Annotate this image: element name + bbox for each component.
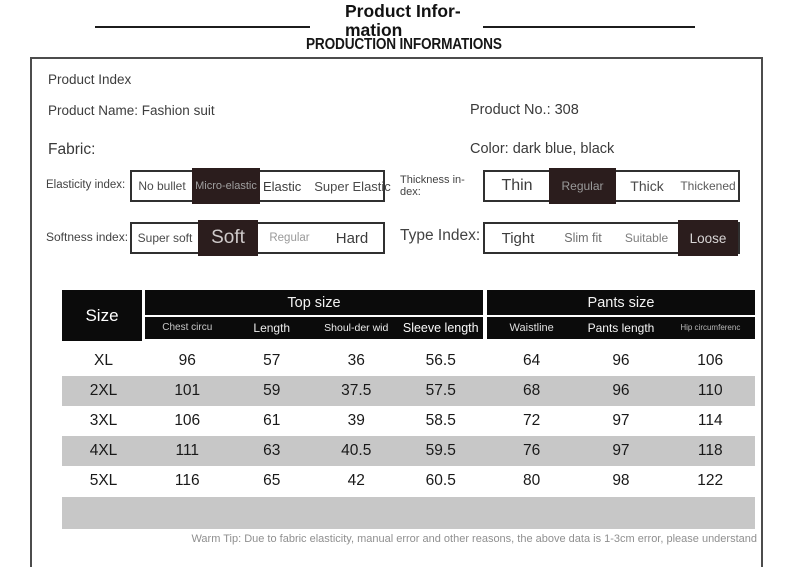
empty-table-row (62, 497, 755, 529)
product-number: Product No.: 308 (470, 102, 579, 118)
cell-pants-length: 98 (612, 472, 630, 489)
cell-waist: 80 (523, 472, 541, 489)
size-label: 5XL (89, 472, 118, 489)
size-row-xl: XL 96 57 36 56.5 64 96 106 (62, 346, 755, 376)
cell-waist: 76 (523, 442, 541, 459)
product-name: Product Name: Fashion suit (48, 103, 215, 118)
cell-length: 63 (263, 442, 281, 459)
product-color: Color: dark blue, black (470, 141, 615, 157)
cell-waist: 72 (523, 412, 541, 429)
cell-hip: 106 (697, 352, 724, 369)
top-size-group-header: Top size (145, 290, 483, 315)
thickness-option-thick: Thick (630, 178, 664, 194)
elasticity-index-label: Elasticity index: (46, 179, 126, 191)
elasticity-option-elastic: Elastic (263, 178, 302, 194)
page-subtitle: PRODUCTION INFORMATIONS (306, 36, 502, 53)
col-shoulder-width: Shoul-der wid (324, 322, 389, 334)
cell-pants-length: 96 (612, 352, 630, 369)
cell-shoulder: 39 (347, 412, 365, 429)
cell-sleeve: 56.5 (425, 352, 456, 369)
cell-length: 61 (263, 412, 281, 429)
col-pants-length: Pants length (587, 320, 655, 335)
elasticity-option-super-elastic: Super Elastic (314, 178, 391, 194)
pants-size-group-header: Pants size (487, 290, 755, 315)
size-label: 3XL (89, 412, 118, 429)
softness-option-soft-selected: Soft (198, 220, 258, 256)
thickness-options: Thin Regular Thick Thickened (483, 168, 740, 204)
header-rule-right (483, 26, 695, 28)
cell-sleeve: 58.5 (425, 412, 456, 429)
cell-chest: 96 (178, 352, 196, 369)
softness-option-hard: Hard (335, 229, 369, 247)
cell-chest: 101 (174, 382, 201, 399)
cell-hip: 118 (697, 442, 723, 459)
col-hip-circumference: Hip circumferenc (680, 323, 741, 332)
col-chest-circumference: Chest circu (162, 322, 213, 333)
size-row-2xl: 2XL 101 59 37.5 57.5 68 96 110 (62, 376, 755, 406)
size-label: 4XL (89, 442, 118, 459)
size-row-4xl: 4XL 111 63 40.5 59.5 76 97 118 (62, 436, 755, 466)
size-row-5xl: 5XL 116 65 42 60.5 80 98 122 (62, 466, 755, 496)
cell-shoulder: 40.5 (341, 442, 372, 459)
softness-option-regular: Regular (269, 232, 310, 244)
cell-pants-length: 97 (612, 442, 630, 459)
cell-length: 65 (263, 472, 281, 489)
header-rule-left (95, 26, 310, 28)
thickness-option-regular-selected: Regular (549, 168, 616, 204)
cell-chest: 111 (175, 442, 200, 459)
cell-hip: 110 (697, 382, 723, 399)
elasticity-option-micro-elastic-selected: Micro-elastic (192, 168, 260, 204)
thickness-option-thin: Thin (501, 177, 533, 194)
cell-pants-length: 96 (612, 382, 630, 399)
thickness-index-label: Thickness in-dex: (400, 174, 465, 198)
size-label: XL (94, 352, 113, 369)
thickness-option-thickened: Thickened (680, 179, 736, 193)
softness-option-super-soft: Super soft (137, 231, 193, 245)
pants-size-subheaders: Waistline Pants length Hip circumferenc (487, 317, 755, 339)
cell-sleeve: 59.5 (425, 442, 456, 459)
cell-length: 59 (263, 382, 281, 399)
size-label: 2XL (89, 382, 118, 399)
page-title-line2: mation (345, 20, 403, 40)
cell-chest: 116 (174, 472, 200, 489)
cell-length: 57 (263, 352, 281, 369)
cell-sleeve: 60.5 (425, 472, 456, 489)
size-column-header: Size (62, 290, 142, 341)
softness-index-label: Softness index: (46, 230, 129, 244)
type-options: Tight Slim fit Suitable Loose (483, 220, 740, 256)
cell-hip: 122 (697, 472, 724, 489)
cell-sleeve: 57.5 (425, 382, 456, 399)
product-index-label: Product Index (48, 72, 132, 87)
cell-shoulder: 42 (347, 472, 365, 489)
col-length: Length (253, 321, 291, 335)
type-option-suitable: Suitable (624, 231, 669, 245)
cell-hip: 114 (697, 412, 723, 429)
type-index-label: Type Index: (400, 227, 481, 244)
softness-options: Super soft Soft Regular Hard (130, 220, 385, 256)
elasticity-option-no-bullet: No bullet (138, 179, 186, 193)
type-option-tight: Tight (501, 229, 535, 247)
warm-tip-text: Warm Tip: Due to fabric elasticity, manu… (191, 533, 757, 545)
col-sleeve-length: Sleeve length (402, 321, 479, 335)
elasticity-options: No bullet Micro-elastic Elastic Super El… (130, 168, 391, 204)
type-option-loose-selected: Loose (678, 220, 738, 256)
fabric-label: Fabric: (48, 141, 96, 158)
cell-chest: 106 (174, 412, 201, 429)
cell-waist: 68 (523, 382, 541, 399)
page-title-line1: Product Infor- (345, 1, 461, 21)
cell-pants-length: 97 (612, 412, 630, 429)
page-title: Product Infor- mation (345, 2, 461, 40)
cell-shoulder: 37.5 (341, 382, 372, 399)
size-row-3xl: 3XL 106 61 39 58.5 72 97 114 (62, 406, 755, 436)
type-option-slim-fit: Slim fit (564, 231, 602, 245)
cell-waist: 64 (523, 352, 541, 369)
cell-shoulder: 36 (347, 352, 365, 369)
col-waistline: Waistline (509, 322, 554, 334)
top-size-subheaders: Chest circu Length Shoul-der wid Sleeve … (145, 317, 483, 339)
